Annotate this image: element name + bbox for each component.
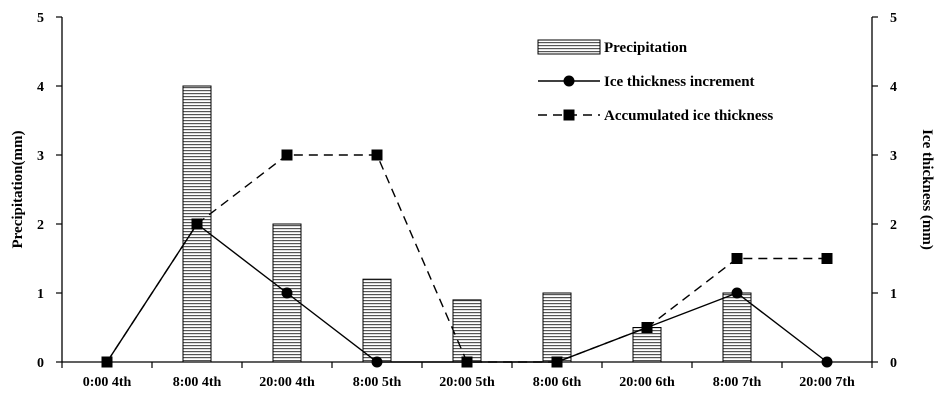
point-ice-thickness-increment — [281, 287, 293, 299]
x-tick-label: 0:00 4th — [83, 375, 132, 390]
x-tick-label: 8:00 7th — [713, 375, 762, 390]
y-tick-label-right: 4 — [890, 80, 897, 95]
y-tick-label-right: 3 — [890, 149, 897, 164]
y-tick-label-right: 5 — [890, 11, 897, 26]
x-tick-label: 8:00 5th — [353, 375, 402, 390]
bar-precipitation — [542, 292, 572, 363]
y-tick-label-left: 3 — [37, 149, 44, 164]
y-tick-label-left: 2 — [37, 218, 44, 233]
legend-label-accumulated-ice-thickness: Accumulated ice thickness — [604, 108, 773, 124]
y-tick-label-right: 2 — [890, 218, 897, 233]
point-accumulated-ice-thickness — [641, 322, 653, 333]
legend-swatch-precipitation — [537, 39, 601, 55]
y-tick-label-right: 1 — [890, 287, 897, 302]
point-accumulated-ice-thickness — [551, 356, 563, 368]
y-tick-label-left: 0 — [37, 356, 44, 371]
point-ice-thickness-increment — [371, 356, 383, 368]
legend-marker-accumulated-ice-thickness — [563, 109, 575, 121]
legend-label-precipitation: Precipitation — [604, 40, 688, 56]
bar-precipitation — [632, 327, 662, 363]
x-tick-label: 8:00 6th — [533, 375, 582, 390]
x-tick-label: 20:00 7th — [799, 375, 855, 390]
point-accumulated-ice-thickness — [731, 253, 743, 264]
y-tick-label-left: 1 — [37, 287, 44, 302]
x-tick-label: 20:00 6th — [619, 375, 675, 390]
bar-precipitation — [722, 292, 752, 363]
legend-marker-ice-thickness-increment — [563, 75, 575, 87]
point-accumulated-ice-thickness — [821, 253, 833, 264]
y-tick-label-left: 4 — [37, 80, 44, 95]
point-accumulated-ice-thickness — [371, 149, 383, 161]
x-tick-label: 20:00 4th — [259, 375, 315, 390]
point-accumulated-ice-thickness — [461, 356, 473, 368]
y-tick-label-right: 0 — [890, 356, 897, 371]
y-axis-title-left: Precipitation(mm) — [10, 130, 26, 248]
point-ice-thickness-increment — [731, 287, 743, 299]
plot-area: 0 0 1 1 2 2 3 3 4 4 5 5 0:00 4th 8:00 4th 20:00 4th 8:0… — [37, 11, 897, 390]
point-accumulated-ice-thickness — [281, 149, 293, 161]
y-tick-label-left: 5 — [37, 11, 44, 26]
y-axis-title-right: Ice thickness (mm) — [919, 129, 934, 250]
legend: Precipitation Ice thickness increment Accu… — [537, 39, 773, 124]
legend-label-ice-thickness-increment: Ice thickness increment — [604, 74, 755, 90]
point-accumulated-ice-thickness — [191, 218, 203, 230]
bar-precipitation — [452, 299, 482, 363]
point-ice-thickness-increment — [821, 356, 833, 368]
x-tick-label: 8:00 4th — [173, 375, 222, 390]
point-accumulated-ice-thickness — [101, 356, 113, 368]
x-tick-label: 20:00 5th — [439, 375, 495, 390]
bar-precipitation — [362, 278, 392, 363]
